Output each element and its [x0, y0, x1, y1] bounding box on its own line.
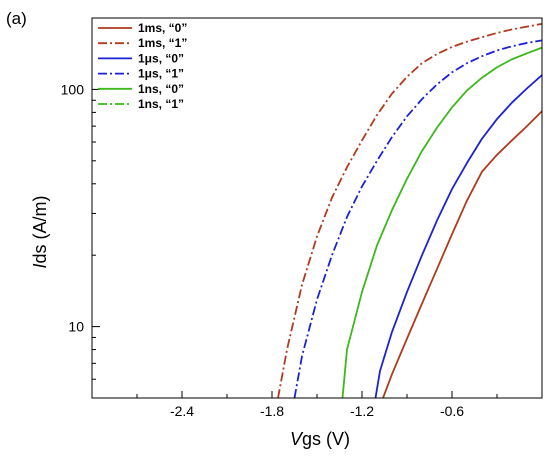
series-line-3: [374, 74, 542, 398]
y-axis-title: Ids (A/m): [30, 195, 50, 268]
x-axis-title: Vgs (V): [290, 429, 350, 449]
series-line-4: [293, 39, 542, 398]
x-axis-title-rest: gs (V): [302, 429, 350, 449]
x-tick-label: -2.4: [170, 403, 194, 419]
y-tick-label: 100: [61, 81, 85, 97]
series-layer: [277, 22, 542, 398]
panel-label: (a): [6, 9, 27, 28]
legend-label-4: 1μs, “1”: [138, 67, 184, 81]
ticks-layer: -2.4 -1.8 -1.2 -0.6 10 100: [61, 81, 498, 419]
series-line-1: [382, 110, 542, 398]
y-axis-title-italic: I: [30, 264, 50, 269]
legend-label-6: 1ns, “1”: [138, 97, 184, 111]
series-line-2: [277, 22, 542, 398]
y-axis-title-rest: ds (A/m): [30, 195, 50, 263]
series-line-5: [341, 46, 542, 398]
legend-label-2: 1ms, “1”: [138, 36, 187, 50]
legend-label-3: 1μs, “0”: [138, 51, 184, 65]
x-tick-label: -1.8: [260, 403, 284, 419]
x-tick-label: -0.6: [440, 403, 464, 419]
y-tick-label: 10: [68, 319, 84, 335]
legend-label-5: 1ns, “0”: [138, 82, 184, 96]
legend: 1ms, “0”1ms, “1”1μs, “0” 1μs, “1”1ns, “0”…: [98, 21, 187, 111]
x-tick-label: -1.2: [350, 403, 374, 419]
x-axis-title-italic: V: [290, 429, 304, 449]
legend-label-1: 1ms, “0”: [138, 21, 187, 35]
